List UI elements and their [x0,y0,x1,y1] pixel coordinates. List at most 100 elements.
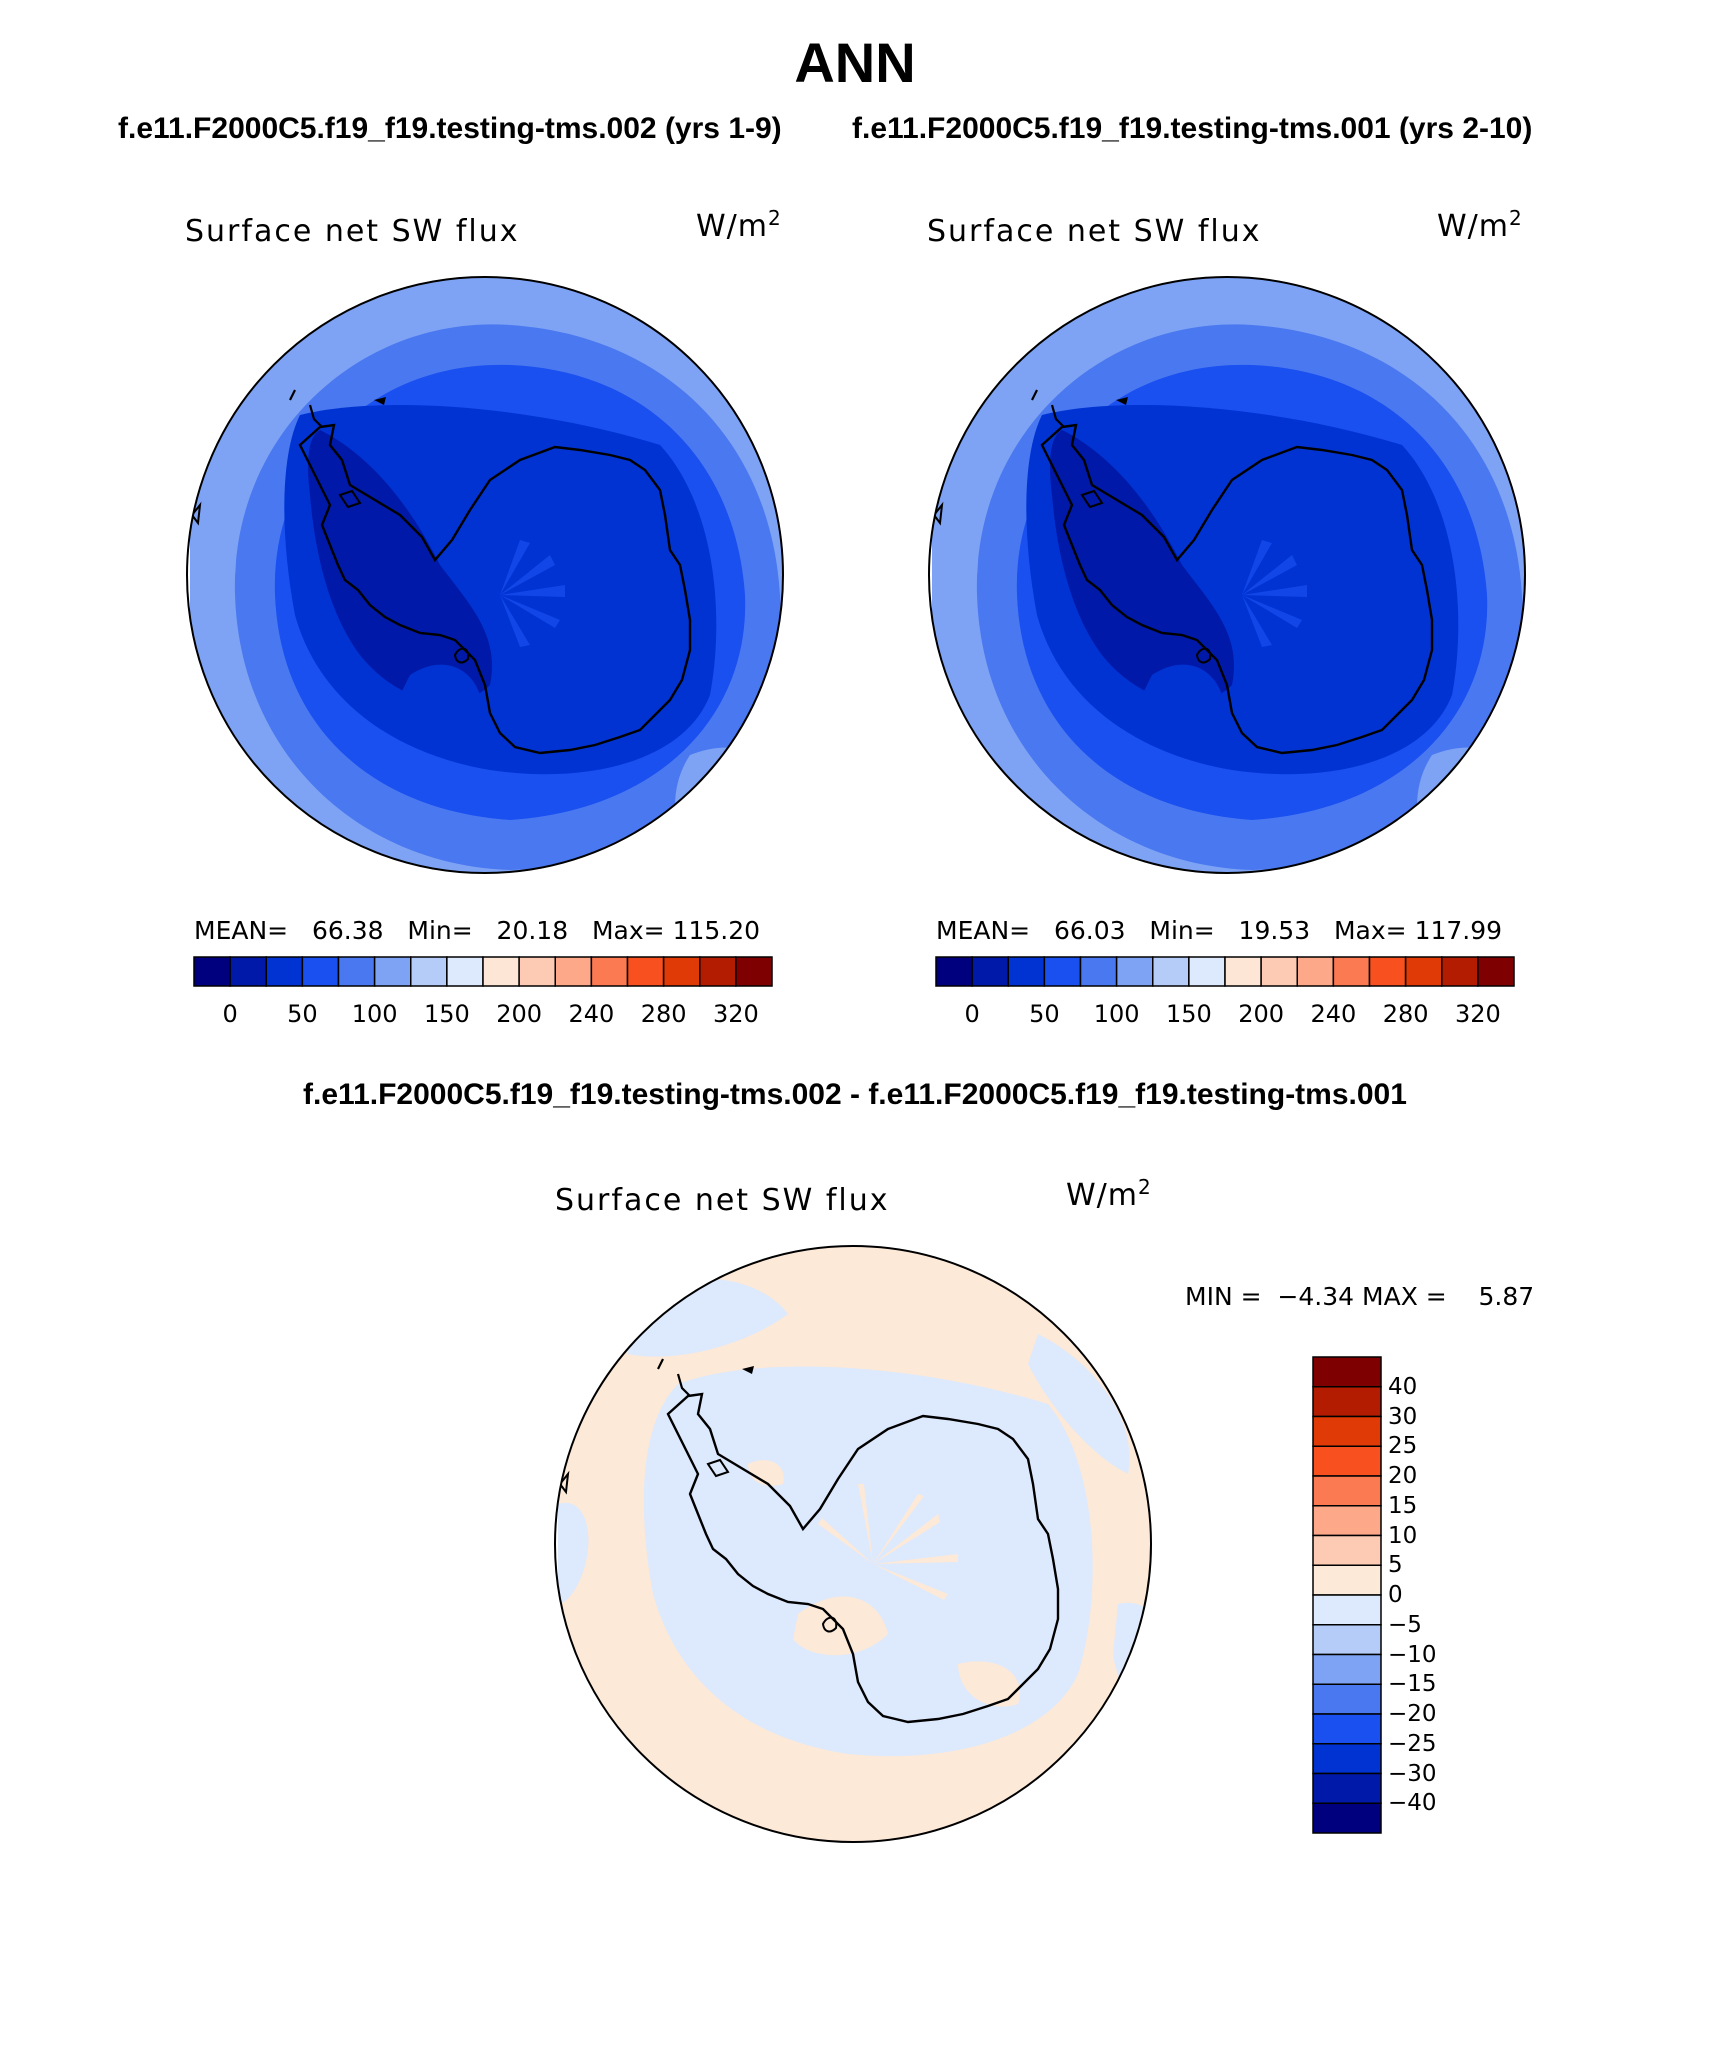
colorbar-swatch [1312,1445,1382,1477]
colorbar-swatch [699,956,737,987]
colorbar-tick-label: 15 [1388,1492,1418,1519]
colorbar-tick-label: −20 [1388,1701,1437,1727]
diff-min-max: MIN = −4.34 MAX = 5.87 [1185,1282,1535,1311]
case-title-right: f.e11.F2000C5.f19_f19.testing-tms.001 (y… [852,112,1533,145]
colorbar-tick-label: 240 [1310,1000,1357,1028]
colorbar-swatch [1115,956,1154,987]
colorbar-difference [1312,1356,1382,1834]
colorbar-swatch [1312,1624,1382,1656]
colorbar-swatch [193,956,231,987]
colorbar-swatch [1312,1772,1382,1804]
colorbar-tick-label: −15 [1388,1671,1437,1698]
colorbar-swatch [1312,1415,1382,1447]
colorbar-swatch [1312,1564,1382,1596]
units-label-right: W/m2 [1437,206,1523,244]
colorbar-swatch [554,956,593,987]
colorbar-tick-label: 5 [1388,1552,1403,1579]
colorbar-swatch [410,956,448,987]
colorbar-swatch [626,956,665,987]
colorbar-tick-label: 40 [1388,1373,1418,1400]
colorbar-swatch [1312,1802,1382,1834]
colorbar-tick-label: 20 [1388,1463,1418,1489]
colorbar-labels-diff: 40 30 25 20 15 10 5 0 −5 −10 −15 −20 −25 −30 −40 [1388,0,1508,2061]
colorbar-swatch [1404,956,1443,987]
colorbar-tick-label: 280 [640,1000,687,1028]
colorbar-right [935,956,1515,987]
colorbar-swatch [1188,956,1226,987]
colorbar-tick-label: 320 [1454,1000,1501,1028]
colorbar-swatch [265,956,304,987]
variable-label-right: Surface net SW flux [927,214,1262,249]
colorbar-swatch [1312,1386,1382,1418]
colorbar-swatch [337,956,376,987]
variable-label-left: Surface net SW flux [185,214,520,249]
colorbar-tick-label: 200 [496,1000,543,1028]
colorbar-tick-label: 0 [222,1000,238,1028]
colorbar-swatch [1260,956,1298,987]
colorbar-swatch [1007,956,1046,987]
colorbar-swatch [1043,956,1082,987]
colorbar-swatch [518,956,556,987]
colorbar-swatch [1296,956,1335,987]
colorbar-swatch [935,956,973,987]
colorbar-swatch [1312,1505,1382,1537]
colorbar-tick-label: 320 [712,1000,759,1028]
colorbar-labels-left: 0 50 100 150 200 240 280 320 [0,1000,1710,1040]
colorbar-swatch [971,956,1009,987]
colorbar-swatch [482,956,520,987]
difference-title: f.e11.F2000C5.f19_f19.testing-tms.002 - … [303,1078,1407,1111]
colorbar-tick-label: 0 [1388,1582,1403,1608]
variable-label-diff: Surface net SW flux [555,1183,890,1218]
colorbar-swatch [1312,1534,1382,1566]
colorbar-tick-label: 30 [1388,1403,1418,1430]
colorbar-tick-label: 25 [1388,1433,1418,1460]
colorbar-tick-label: −25 [1388,1730,1437,1757]
colorbar-swatch [1312,1683,1382,1715]
colorbar-tick-label: −40 [1388,1790,1437,1817]
colorbar-tick-label: 240 [568,1000,615,1028]
colorbar-swatch [446,956,484,987]
colorbar-tick-label: 200 [1238,1000,1285,1028]
colorbar-swatch [1224,956,1262,987]
figure-title: ANN [794,31,916,94]
colorbar-tick-label: 100 [351,1000,398,1028]
colorbar-swatch [301,956,340,987]
units-label-left: W/m2 [696,206,782,244]
map-left [186,276,784,874]
colorbar-swatch [1312,1653,1382,1685]
colorbar-swatch [1312,1713,1382,1745]
colorbar-swatch [1441,956,1479,987]
colorbar-left [193,956,773,987]
colorbar-swatch [1477,956,1515,987]
colorbar-swatch [1312,1356,1382,1388]
colorbar-swatch [1152,956,1190,987]
colorbar-tick-label: 10 [1388,1522,1418,1549]
colorbar-swatch [1332,956,1371,987]
colorbar-swatch [1079,956,1118,987]
colorbar-tick-label: 150 [423,1000,470,1028]
stats-left: MEAN= 66.38 Min= 20.18 Max= 115.20 [194,916,761,945]
stats-right: MEAN= 66.03 Min= 19.53 Max= 117.99 [936,916,1503,945]
map-right [928,276,1526,874]
colorbar-tick-label: 0 [964,1000,980,1028]
colorbar-swatch [1368,956,1407,987]
colorbar-swatch [1312,1475,1382,1507]
colorbar-labels-right: 0 50 100 150 200 240 280 320 [0,1000,1710,1040]
units-label-diff: W/m2 [1066,1175,1152,1213]
colorbar-swatch [735,956,773,987]
colorbar-swatch [662,956,701,987]
colorbar-tick-label: 50 [1029,1000,1060,1028]
colorbar-swatch [590,956,629,987]
colorbar-tick-label: −5 [1388,1611,1422,1638]
colorbar-tick-label: −10 [1388,1641,1437,1668]
colorbar-tick-label: 50 [287,1000,318,1028]
colorbar-swatch [229,956,267,987]
colorbar-swatch [373,956,412,987]
colorbar-tick-label: 100 [1093,1000,1140,1028]
map-difference [554,1245,1152,1843]
colorbar-tick-label: −30 [1388,1760,1437,1787]
colorbar-swatch [1312,1743,1382,1775]
case-title-left: f.e11.F2000C5.f19_f19.testing-tms.002 (y… [118,112,782,145]
colorbar-tick-label: 150 [1165,1000,1212,1028]
